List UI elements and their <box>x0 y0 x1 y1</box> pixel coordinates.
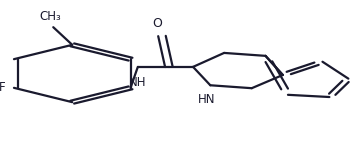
Text: CH₃: CH₃ <box>39 10 61 23</box>
Text: O: O <box>152 17 162 30</box>
Text: NH: NH <box>129 76 147 89</box>
Text: HN: HN <box>198 93 216 106</box>
Text: F: F <box>0 81 5 94</box>
